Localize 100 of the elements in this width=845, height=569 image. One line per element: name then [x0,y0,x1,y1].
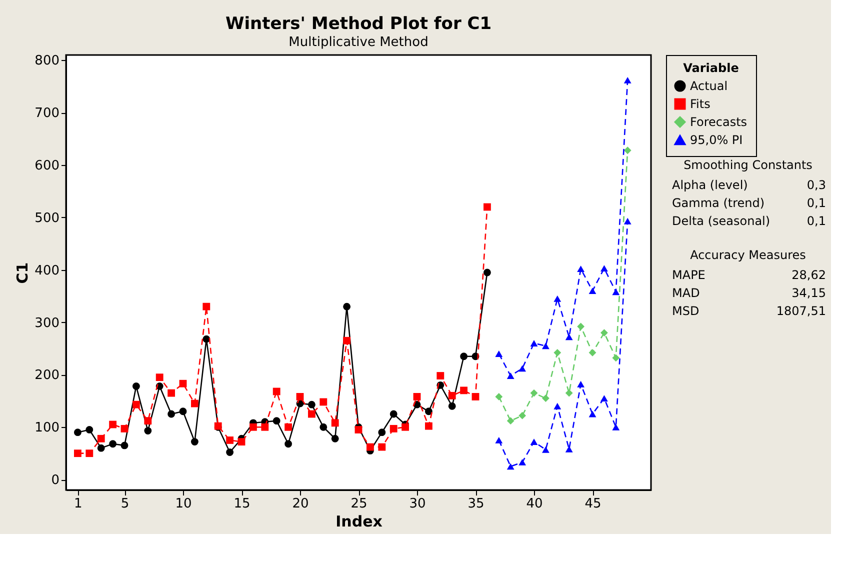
point [588,288,596,294]
y-tick-label: 800 [34,54,60,69]
point [506,417,514,425]
point [624,76,632,84]
y-tick-label: 0 [51,473,60,488]
point [530,340,538,346]
point [577,266,585,272]
point [624,218,632,224]
x-tick-label: 1 [74,496,82,512]
point [530,438,538,445]
point [190,438,198,446]
point [565,334,573,340]
point [554,402,562,410]
point [109,420,117,428]
point [413,393,421,400]
point [436,372,444,380]
point [144,417,152,425]
point [97,434,105,442]
point [530,389,538,397]
point [284,423,292,431]
legend-label: Fits [690,97,710,111]
text: 0,1 [806,196,826,210]
point [472,393,480,400]
point [308,400,316,408]
point [86,426,94,434]
point [86,450,94,458]
x-tick-label: 5 [120,496,130,512]
point [460,352,468,360]
text: Alpha (level) [672,178,748,192]
x-tick-label: 30 [409,496,426,512]
point [577,380,585,388]
point [261,423,269,431]
point [565,446,573,452]
point [460,386,468,394]
point [518,412,526,420]
point [132,382,140,390]
legend-label: Forecasts [690,115,748,129]
point [120,442,128,450]
point [495,350,503,357]
point [378,443,386,451]
point [612,424,620,430]
point [424,422,432,430]
text: Gamma (trend) [672,196,765,210]
point [612,354,620,362]
x-tick-label: 40 [526,496,543,512]
point [168,389,176,397]
point [296,393,304,400]
y-tick-label: 500 [34,210,60,226]
point [588,348,596,356]
point [190,400,198,408]
point [612,288,620,296]
point [448,392,456,400]
point [600,265,608,272]
point [179,380,187,388]
point [97,444,105,452]
chart-title: Winters' Method Plot for C1 [225,14,492,34]
point [506,463,514,470]
legend-label: Actual [690,79,728,93]
point [202,335,210,343]
text: Accuracy Measures [690,248,806,262]
point [366,443,374,451]
point [74,428,82,436]
point [272,388,280,396]
x-axis-title: Index [336,512,383,530]
point [226,436,234,444]
point [249,423,257,431]
point [542,446,550,453]
point [542,394,550,402]
point [272,417,280,425]
x-tick-label: 45 [584,496,602,512]
point [624,146,632,154]
legend-title: Variable [683,61,739,75]
point [448,402,456,410]
y-tick-label: 400 [34,263,60,278]
point [495,437,503,444]
text: 34,15 [792,286,826,300]
point [308,410,316,418]
text: 1807,51 [776,304,826,318]
point [144,427,152,434]
x-tick-label: 15 [234,496,250,512]
text: Smoothing Constants [684,158,812,172]
point [483,268,491,276]
point [424,408,432,416]
point [168,410,176,418]
point [506,372,514,379]
x-tick-label: 10 [175,496,192,512]
y-tick-label: 700 [34,106,60,122]
point [554,295,562,302]
text: 0,1 [806,214,826,228]
point [343,336,351,344]
text: MSD [672,304,700,318]
point [600,395,608,402]
x-tick-label: 25 [350,496,368,512]
point [179,408,187,416]
point [542,342,550,350]
point [202,302,210,310]
point [320,398,328,406]
point [74,450,82,458]
point [565,389,573,397]
y-tick-label: 100 [34,420,60,436]
